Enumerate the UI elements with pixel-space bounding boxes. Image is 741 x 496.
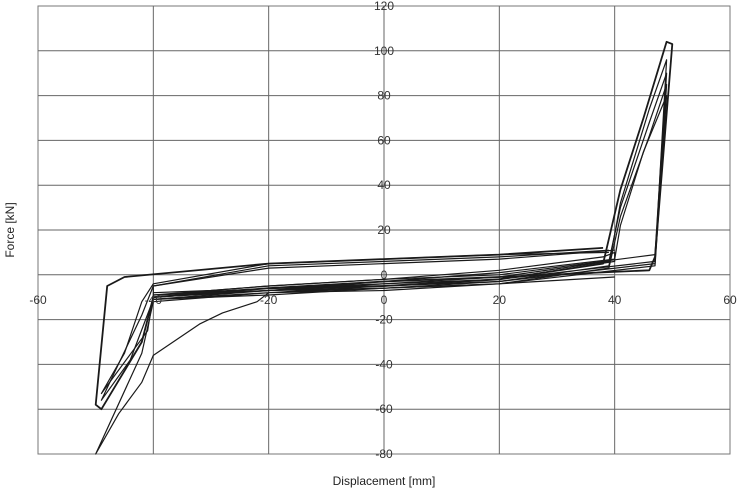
x-tick-label: -40 (145, 293, 163, 307)
x-tick-label: 20 (493, 293, 507, 307)
y-tick-label: -80 (375, 447, 393, 461)
y-tick-label: 60 (377, 133, 391, 147)
y-tick-label: 100 (374, 44, 394, 58)
y-tick-label: 80 (377, 89, 391, 103)
x-tick-label: 40 (608, 293, 622, 307)
series-group (94, 40, 674, 455)
tick-labels: -60 -40 -20 0 20 40 60 -80 -60 -40 -20 0 20 40 60 80 100… (29, 0, 737, 461)
x-axis-title: Displacement [mm] (333, 474, 436, 488)
series-line-5 (152, 249, 616, 298)
y-tick-label: -20 (375, 313, 393, 327)
series-line-4 (95, 83, 668, 455)
y-tick-label: -40 (375, 357, 393, 371)
x-tick-label: -20 (260, 293, 278, 307)
x-tick-label: 0 (381, 293, 388, 307)
y-axis-title: Force [kN] (3, 202, 17, 257)
y-tick-label: 20 (377, 223, 391, 237)
y-tick-label: 120 (374, 0, 394, 13)
x-tick-label: -60 (29, 293, 47, 307)
series-line-2 (100, 59, 668, 401)
y-tick-label: -60 (375, 402, 393, 416)
x-tick-label: 60 (723, 293, 737, 307)
series-line-6 (153, 94, 668, 300)
y-tick-label: 0 (381, 268, 388, 282)
y-tick-label: 40 (377, 178, 391, 192)
